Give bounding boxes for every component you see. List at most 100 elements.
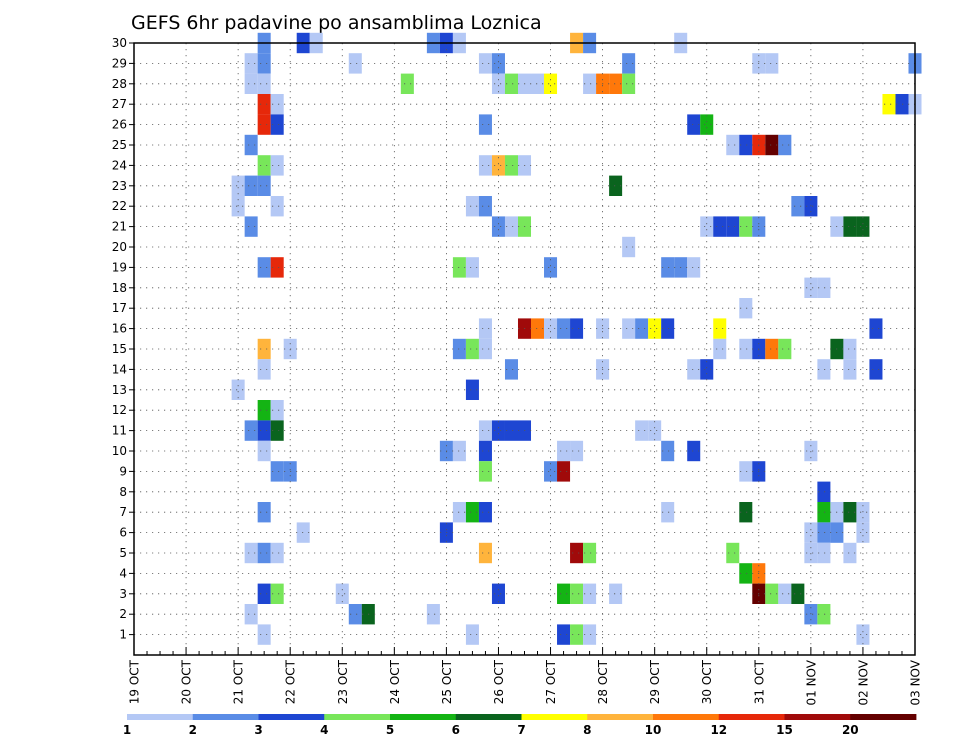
colorbar-swatch [850,714,917,720]
x-tick-label: 02 NOV [856,659,870,705]
heatmap-cell [465,338,479,360]
heatmap-cell [478,461,492,482]
y-tick-label: 3 [119,587,127,601]
colorbar-swatch [653,714,720,720]
x-tick-label: 31 OCT [752,659,766,704]
x-tick-label: 19 OCT [128,659,142,704]
y-tick-label: 6 [119,526,127,540]
x-tick-label: 22 OCT [284,659,298,704]
heatmap-cell [583,73,597,94]
y-tick-label: 12 [112,403,127,417]
colorbar-label: 2 [189,723,197,737]
heatmap-cell [661,257,675,278]
heatmap-cell [882,94,896,115]
heatmap-cell [622,318,636,339]
heatmap-cell [557,440,571,462]
y-tick-label: 4 [119,566,127,580]
colorbar-swatch [718,714,785,720]
heatmap-cell [426,604,440,625]
heatmap-cell [765,338,779,360]
heatmap-cell [452,257,466,278]
heatmap-cell [622,73,636,94]
heatmap-cell [478,53,492,74]
heatmap-cell [348,53,362,74]
heatmap-cell [244,73,258,94]
heatmap-cell [622,53,636,74]
heatmap-cell [335,583,349,604]
colorbar-swatch [587,714,654,720]
heatmap-cell [648,318,662,339]
colorbar-swatch [324,714,391,720]
heatmap-cell [609,73,623,94]
heatmap-cell [491,216,505,237]
heatmap-cell [244,53,258,74]
colorbar-label: 5 [386,723,394,737]
heatmap-cell [570,583,584,604]
heatmap-cell [856,624,870,645]
heatmap-cell [895,94,909,115]
colorbar-label: 20 [842,723,859,737]
heatmap-cell [843,502,857,523]
heatmap-cell [257,338,271,360]
heatmap-cell [244,420,258,441]
heatmap-cell [856,216,870,237]
heatmap-cell [609,175,623,196]
heatmap-cell [531,73,545,94]
heatmap-cell [700,359,714,380]
heatmap-cell [452,338,466,360]
y-tick-label: 2 [119,607,127,621]
x-tick-label: 20 OCT [180,659,194,704]
heatmap-cell [843,216,857,237]
x-tick-label: 26 OCT [492,659,506,704]
y-tick-label: 1 [119,628,127,642]
heatmap-cell [804,277,818,298]
colorbar: 1 2 3 4 5 6 7 8 10 12 15 20 [123,714,917,737]
heatmap-cell [491,53,505,74]
heatmap-cell [270,542,284,564]
heatmap-cell [504,359,518,380]
heatmap-cell [257,502,271,523]
heatmap-cell [687,359,701,380]
heatmap-cell [843,359,857,380]
heatmap-cell [544,257,558,278]
x-tick-label: 27 OCT [544,659,558,704]
heatmap-cell [270,114,284,135]
heatmap-cell [700,216,714,237]
colorbar-label: 8 [583,723,591,737]
colorbar-swatch [127,714,194,720]
heatmap-cell [648,420,662,441]
x-tick-label: 24 OCT [388,659,402,704]
heatmap-cell [544,73,558,94]
heatmap-cell [687,257,701,278]
heatmap-cell [231,175,245,196]
heatmap-cell [622,236,636,258]
heatmap-cell [700,114,714,135]
heatmap-cell [491,583,505,604]
colorbar-swatch [192,714,259,720]
heatmap-cell [635,318,649,339]
heatmap-cell [713,338,727,360]
heatmap-cell [817,542,831,564]
heatmap-cell [270,196,284,217]
y-tick-label: 9 [119,464,127,478]
heatmap-cell [465,502,479,523]
heatmap-cell [348,604,362,625]
y-tick-label: 18 [112,281,127,295]
heatmap-cell [570,624,584,645]
y-tick-label: 15 [112,342,127,356]
heatmap-cells [231,32,922,645]
y-tick-label: 28 [112,77,127,91]
heatmap-cell [478,114,492,135]
heatmap-cell [778,134,792,156]
heatmap-cell [244,134,258,156]
y-tick-label: 19 [112,260,127,274]
heatmap-cell [661,318,675,339]
heatmap-cell [635,420,649,441]
y-tick-label: 17 [112,301,127,315]
y-tick-label: 20 [112,240,127,254]
x-tick-label: 03 NOV [909,659,923,705]
heatmap-cell [804,522,818,543]
heatmap-cell [726,542,740,564]
grid-lines [134,43,915,655]
